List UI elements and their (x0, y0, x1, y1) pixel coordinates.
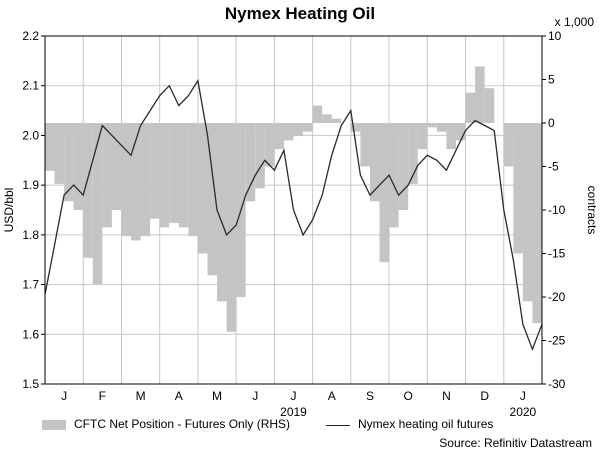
y2-tick-label: -20 (548, 290, 566, 304)
net-position-bar (217, 123, 227, 302)
legend-swatch-line (326, 425, 350, 426)
net-position-bar (455, 123, 466, 141)
net-position-bar (92, 123, 103, 284)
y-tick-label: 2.2 (22, 29, 39, 43)
net-position-bar (102, 123, 112, 228)
net-position-bar (73, 123, 84, 210)
net-position-bar (389, 123, 399, 228)
net-position-bar (331, 118, 342, 123)
chart-title: Nymex Heating Oil (224, 4, 376, 23)
x-tick-label: J (252, 389, 258, 403)
net-position-bar (131, 123, 141, 241)
x-tick-label: J (291, 389, 297, 403)
y-tick-label: 1.7 (22, 278, 39, 292)
y-tick-label: 2.0 (22, 128, 39, 142)
y2-unit-label: x 1,000 (555, 15, 595, 29)
net-position-bar (150, 123, 160, 219)
y-tick-label: 1.6 (22, 327, 39, 341)
x-tick-label: A (175, 389, 183, 403)
y-tick-label: 1.8 (22, 228, 39, 242)
net-position-bar (369, 123, 380, 202)
y-tick-label: 2.1 (22, 79, 39, 93)
net-position-bar (312, 105, 323, 123)
net-position-bar (398, 123, 409, 210)
x-tick-label: O (404, 389, 413, 403)
x-tick-label: D (480, 389, 489, 403)
y2-tick-label: -25 (548, 334, 566, 348)
x-tick-label: F (99, 389, 106, 403)
net-position-bar (350, 123, 361, 132)
net-position-bar (264, 123, 275, 167)
net-position-bar (83, 123, 93, 258)
y2-tick-label: -15 (548, 247, 566, 261)
net-position-bar (513, 123, 523, 254)
y2-tick-label: -5 (548, 160, 559, 174)
y-tick-label: 1.9 (22, 178, 39, 192)
net-position-bar (64, 123, 74, 202)
source-note: Source: Refinitiv Datastream (439, 436, 592, 450)
net-position-bar (427, 123, 437, 128)
net-position-bar (436, 123, 447, 132)
net-position-bar (255, 123, 265, 189)
y2-tick-label: 10 (548, 29, 562, 43)
net-position-bar (379, 123, 390, 263)
x-tick-label: J (520, 389, 526, 403)
y2-tick-label: 0 (548, 116, 555, 130)
heating-oil-line (44, 78, 543, 352)
net-position-bar (484, 88, 495, 123)
net-position-bar (178, 123, 189, 228)
net-position-bar (226, 123, 237, 332)
net-position-bar (408, 123, 418, 184)
net-position-bar (159, 123, 170, 228)
net-position-bar (54, 123, 65, 184)
y-axis-label: USD/bbl (2, 188, 16, 233)
net-position-bar (293, 123, 304, 137)
net-position-bar (207, 123, 218, 276)
x-year-label: 2019 (280, 405, 307, 419)
x-tick-label: M (212, 389, 222, 403)
y2-tick-label: -30 (548, 377, 566, 391)
legend-label-heating-oil: Nymex heating oil futures (358, 417, 494, 431)
net-position-bar (169, 123, 179, 224)
net-position-bar (360, 123, 370, 167)
net-position-bar (111, 123, 122, 210)
x-tick-label: J (61, 389, 67, 403)
net-position-bar (274, 123, 284, 150)
net-position-bar (303, 123, 313, 132)
x-tick-label: N (442, 389, 451, 403)
net-position-bar (417, 123, 428, 150)
net-position-bar (188, 123, 198, 237)
net-position-bar (503, 123, 514, 167)
x-year-label: 2020 (510, 405, 537, 419)
x-tick-label: A (328, 389, 336, 403)
y2-axis-label: contracts (585, 186, 599, 235)
net-position-bar (475, 66, 485, 123)
net-position-bar (465, 92, 476, 123)
x-tick-label: M (136, 389, 146, 403)
net-position-bar (446, 123, 456, 150)
net-position-bar (245, 123, 256, 202)
net-position-bar (322, 114, 332, 123)
x-tick-label: S (366, 389, 374, 403)
net-position-bar (283, 123, 294, 141)
net-position-bar (532, 123, 542, 324)
net-position-bar (140, 123, 151, 237)
net-position-bar (197, 123, 208, 254)
net-position-bar (522, 123, 533, 302)
y2-tick-label: -10 (548, 203, 566, 217)
net-position-bar (121, 123, 132, 237)
legend-swatch-area (42, 420, 66, 430)
legend-label-net-position: CFTC Net Position - Futures Only (RHS) (74, 417, 291, 431)
y-tick-label: 1.5 (22, 377, 39, 391)
y2-tick-label: 5 (548, 73, 555, 87)
net-position-bar (45, 123, 55, 171)
